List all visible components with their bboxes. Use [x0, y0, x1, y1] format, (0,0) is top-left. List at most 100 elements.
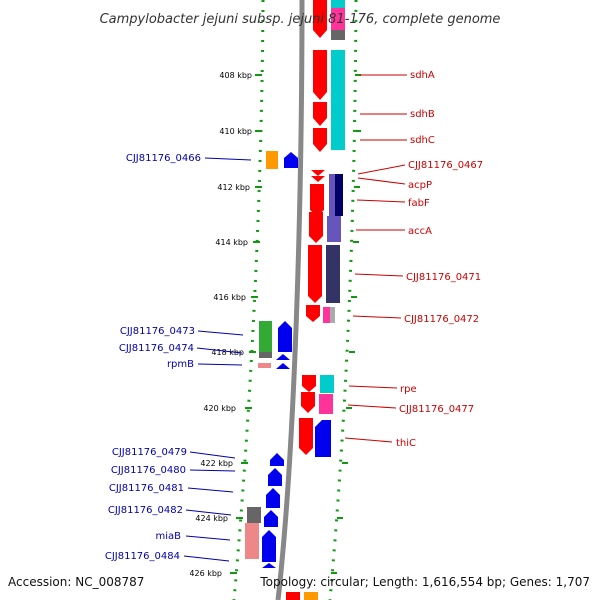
genome-backbone	[275, 0, 305, 600]
leader-line	[185, 535, 231, 541]
leader-line	[354, 273, 404, 277]
cog-block	[319, 394, 333, 414]
gene-CJJ81176_0474[interactable]	[276, 354, 290, 360]
gene-label[interactable]: CJJ81176_0481	[109, 483, 184, 494]
gene-miaB[interactable]	[262, 530, 276, 562]
gene-label[interactable]: rpe	[400, 384, 417, 395]
accession-text: Accession: NC_008787	[8, 575, 144, 589]
cog-block	[247, 507, 261, 523]
gene-label[interactable]: fabF	[408, 198, 430, 209]
gene-rpmB[interactable]	[276, 363, 290, 369]
gene-label[interactable]: CJJ81176_0477	[399, 404, 474, 415]
leader-line	[347, 404, 397, 409]
gene-forward-top[interactable]	[313, 0, 327, 38]
cog-blocks-right	[304, 0, 345, 600]
ruler-label: 418 kbp	[211, 348, 244, 357]
gene-label[interactable]: CJJ81176_0466	[126, 153, 201, 164]
gene-fabF[interactable]	[310, 184, 324, 216]
cog-block	[258, 363, 271, 368]
gene-label[interactable]: thiC	[396, 438, 416, 449]
map-title: Campylobacter jejuni subsp. jejuni 81-17…	[100, 12, 501, 27]
gene-label[interactable]: CJJ81176_0474	[119, 343, 194, 354]
gene-label[interactable]: CJJ81176_0482	[108, 505, 183, 516]
cog-blocks-left	[245, 151, 278, 559]
ruler-label: 414 kbp	[215, 238, 248, 247]
leader-line	[204, 157, 252, 161]
leader-line	[357, 164, 406, 175]
leader-line	[348, 385, 398, 389]
cog-block	[331, 8, 345, 30]
cog-block	[331, 50, 345, 150]
gene-reverse-strand[interactable]	[315, 420, 331, 457]
leader-line	[197, 363, 243, 366]
cog-block	[329, 174, 335, 216]
cog-block	[327, 216, 341, 242]
cog-block	[320, 375, 334, 393]
leader-line	[185, 509, 232, 516]
leader-line	[344, 437, 393, 443]
gene-CJJ81176_0481[interactable]	[266, 488, 280, 508]
leader-line	[189, 451, 236, 459]
ruler-label: 424 kbp	[195, 514, 228, 523]
ruler-label: 410 kbp	[219, 127, 252, 136]
cog-block	[326, 245, 340, 303]
gene-label[interactable]: rpmB	[167, 359, 194, 370]
gene-acpP[interactable]	[311, 176, 325, 182]
leader-line	[197, 330, 244, 336]
cog-block	[266, 151, 278, 169]
leader-line	[189, 469, 236, 472]
gene-CJJ81176_0477[interactable]	[301, 392, 315, 413]
cog-block	[331, 0, 345, 8]
gene-label[interactable]: sdhB	[410, 109, 435, 120]
leader-line	[352, 315, 402, 319]
ruler-label: 420 kbp	[203, 404, 236, 413]
gene-label[interactable]: CJJ81176_0473	[120, 326, 195, 337]
gene-labels-right: sdhA sdhB sdhC CJJ81176_0467 acpP fabF a…	[396, 70, 483, 449]
gene-label[interactable]: accA	[408, 226, 432, 237]
ruler-label: 408 kbp	[219, 71, 252, 80]
gene-sdhB[interactable]	[313, 102, 327, 126]
leader-line	[196, 347, 243, 354]
gene-rpe[interactable]	[302, 375, 316, 392]
gene-labels-left: CJJ81176_0466 CJJ81176_0473 CJJ81176_047…	[105, 153, 201, 562]
ruler-label: 426 kbp	[189, 569, 222, 578]
ruler-label: 416 kbp	[213, 293, 246, 302]
gene-label[interactable]: miaB	[155, 531, 181, 542]
cog-block	[323, 307, 330, 323]
gene-CJJ81176_0482[interactable]	[264, 510, 278, 527]
gene-CJJ81176_0480[interactable]	[268, 468, 282, 486]
gene-CJJ81176_0484[interactable]	[262, 563, 276, 568]
gene-label[interactable]: CJJ81176_0472	[404, 314, 479, 325]
gene-CJJ81176_0466[interactable]	[284, 152, 298, 168]
leader-line	[183, 555, 230, 562]
label-leaders	[183, 74, 407, 562]
gene-label[interactable]: CJJ81176_0479	[112, 447, 187, 458]
gene-label[interactable]: CJJ81176_0484	[105, 551, 180, 562]
leader-line	[356, 199, 406, 203]
cog-block	[304, 592, 318, 600]
ruler: 408 kbp 410 kbp 412 kbp 414 kbp 416 kbp …	[189, 71, 262, 578]
gene-CJJ81176_0479[interactable]	[270, 453, 284, 466]
gene-label[interactable]: CJJ81176_0467	[408, 160, 483, 171]
gene-CJJ81176_0472[interactable]	[306, 305, 320, 322]
gene-CJJ81176_0473[interactable]	[278, 321, 292, 352]
gene-label[interactable]: acpP	[408, 180, 432, 191]
gene-label[interactable]: sdhA	[410, 70, 435, 81]
reverse-genes	[262, 152, 331, 568]
gene-forward-bottom[interactable]	[286, 592, 300, 600]
cog-block	[259, 352, 272, 358]
gene-sdhA[interactable]	[313, 50, 327, 100]
gene-thiC[interactable]	[299, 418, 313, 455]
gene-label[interactable]: sdhC	[410, 135, 435, 146]
gene-CJJ81176_0471[interactable]	[308, 245, 322, 303]
topology-text: Topology: circular; Length: 1,616,554 bp…	[259, 575, 590, 589]
gene-label[interactable]: CJJ81176_0471	[406, 272, 481, 283]
gene-accA[interactable]	[309, 212, 323, 243]
gene-CJJ81176_0467[interactable]	[311, 170, 325, 176]
cog-block	[330, 307, 335, 323]
ruler-label: 412 kbp	[217, 183, 250, 192]
leader-line	[187, 487, 234, 493]
gene-sdhC[interactable]	[313, 128, 327, 152]
gene-label[interactable]: CJJ81176_0480	[111, 465, 186, 476]
